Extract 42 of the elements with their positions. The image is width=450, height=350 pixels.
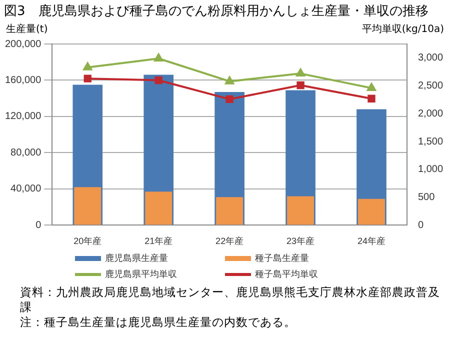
x-tick-label: 23年産 [286,236,315,246]
bar [358,198,385,225]
y-tick-label: 160,000 [4,74,42,86]
y2-tick-label: 1,000 [418,164,444,176]
text: 注：種子島生産量は鹿児島県生産量の内数である。 [20,315,297,330]
point [368,94,376,102]
legend-label: 種子島平均単収 [255,268,318,281]
y-tick-label: 200,000 [4,38,42,50]
legend-label: 種子島生産量 [255,252,309,265]
y2-axis-title: 平均単収(kg/10a) [362,22,444,35]
legend-label: 鹿児島県生産量 [105,252,168,265]
bar [216,197,244,225]
text: 資料：九州農政局鹿児島地域センター、鹿児島県熊毛支庁農林水産部農政普及課 [20,285,441,315]
y2-tick-label: 0 [418,220,424,231]
point [83,62,92,70]
point [154,76,162,84]
point [226,95,234,104]
point [296,68,305,77]
y2-tick-label: 500 [418,192,436,204]
y2-tick-label: 1,500 [418,136,444,148]
point [84,74,92,82]
bar [287,196,314,225]
point [367,83,376,92]
y-axis-title: 生産量(t) [6,22,48,35]
y2-tick-label: 2,500 [418,80,444,92]
y-tick-label: 80,000 [10,147,42,158]
y2-tick-label: 2,000 [418,108,444,120]
point [154,53,164,62]
legend-label: 鹿児島県平均単収 [105,268,177,281]
x-tick-label: 20年産 [74,236,102,246]
x-tick-label: 24年産 [357,236,386,246]
point [296,81,304,90]
y2-tick-label: 3,000 [418,52,444,64]
x-tick-label: 21年産 [144,236,173,246]
x-tick-label: 22年産 [216,236,244,246]
y-tick-label: 40,000 [10,184,42,195]
y-tick-label: 0 [36,220,42,231]
bar [145,192,172,225]
bar [74,187,102,225]
y-tick-label: 120,000 [4,111,42,122]
chart-title: 図3 鹿児島県および種子島のでん粉原料用かんしょ生産量・単収の推移 [3,3,430,21]
point [225,76,234,84]
